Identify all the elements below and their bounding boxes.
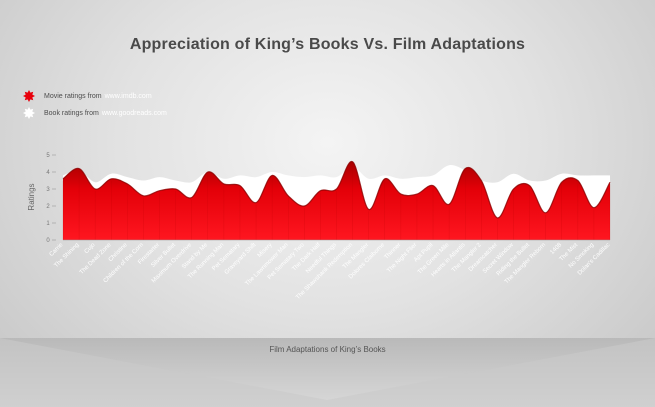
legend-item-movie: Movie ratings from www.imdb.com	[22, 89, 152, 103]
x-tick-label: Cujo	[84, 242, 97, 255]
legend-source-movie: www.imdb.com	[104, 92, 152, 100]
y-tick-label: 0	[46, 238, 50, 244]
legend-label-movie: Movie ratings from	[44, 92, 102, 100]
legend-source-book: www.goodreads.com	[101, 109, 167, 117]
y-axis-title: Ratings	[27, 183, 36, 210]
red-star-icon	[23, 90, 35, 102]
y-tick-label: 3	[46, 187, 50, 193]
x-axis-title: Film Adaptations of King’s Books	[269, 345, 386, 354]
x-tick-label: 1408	[549, 242, 563, 256]
movie-ratings-line	[62, 161, 611, 219]
y-tick-label: 5	[46, 153, 50, 159]
y-tick-label: 4	[46, 170, 50, 176]
legend-label-book: Book ratings from	[44, 109, 99, 117]
white-star-icon	[23, 107, 35, 119]
y-tick-label: 2	[46, 204, 50, 210]
legend-item-book: Book ratings from www.goodreads.com	[22, 106, 167, 120]
chart-title: Appreciation of King’s Books Vs. Film Ad…	[129, 36, 526, 53]
movie-ratings-area	[63, 161, 610, 240]
y-tick-label: 1	[46, 221, 50, 227]
bottom-panel	[0, 338, 655, 407]
